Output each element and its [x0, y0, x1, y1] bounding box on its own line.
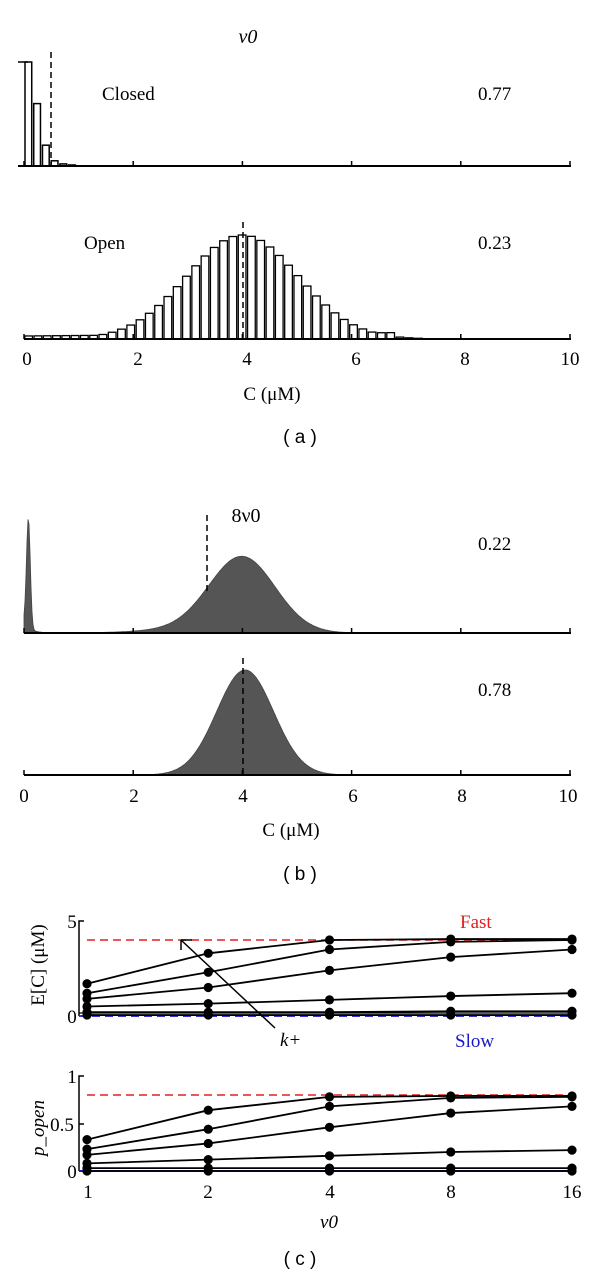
- x-tick-label: 0: [19, 786, 29, 807]
- x-tick-label: 2: [129, 786, 139, 807]
- panel-b: 8ν0 0.22 0.78 0 2 4 6 8 10 C (μM) ( b ): [19, 505, 577, 885]
- panel-a-top-histogram: [18, 61, 77, 167]
- x-tick-label: 0: [22, 349, 32, 370]
- x-tick-label: 8: [446, 1182, 456, 1203]
- panel-a-top-ticks: [23, 161, 571, 166]
- slow-label: Slow: [455, 1031, 494, 1052]
- panel-b-xlabel: C (μM): [262, 820, 319, 841]
- panel-a-closed-fraction: 0.77: [478, 84, 511, 105]
- panel-c-x-tick-labels: 1 2 4 8 16: [83, 1182, 581, 1203]
- panel-c: E[C] (μM) 5 0 k+ Fast Slow p_open 1 0.5 …: [28, 912, 582, 1270]
- x-tick-label: 1: [83, 1182, 93, 1203]
- y-tick-label: 5: [67, 912, 77, 933]
- x-tick-label: 4: [238, 786, 248, 807]
- panel-b-x-tick-labels: 0 2 4 6 8 10: [19, 786, 577, 807]
- panel-b-top-ticks: [23, 628, 571, 633]
- panel-c-bottom-ylabel: p_open: [28, 1100, 49, 1158]
- x-tick-label: 10: [561, 349, 580, 370]
- panel-a-title: ν0: [239, 26, 258, 48]
- x-tick-label: 4: [325, 1182, 335, 1203]
- x-tick-label: 10: [559, 786, 578, 807]
- y-tick-label: 0.5: [50, 1115, 74, 1136]
- panel-b-closed-fraction: 0.22: [478, 534, 511, 555]
- panel-c-bottom-series: [82, 1091, 577, 1176]
- panel-a-bottom-histogram: [24, 234, 423, 340]
- panel-b-open-fraction: 0.78: [478, 680, 511, 701]
- x-tick-label: 2: [203, 1182, 213, 1203]
- panel-a-open-fraction: 0.23: [478, 233, 511, 254]
- panel-c-caption: ( c ): [284, 1249, 317, 1270]
- y-tick-label: 0: [67, 1007, 77, 1028]
- panel-b-bottom-ticks: [23, 770, 571, 775]
- y-tick-label: 1: [67, 1067, 77, 1088]
- panel-a-xlabel: C (μM): [243, 384, 300, 405]
- panel-b-title: 8ν0: [231, 505, 260, 527]
- y-tick-label: 0: [67, 1162, 77, 1183]
- x-tick-label: 2: [133, 349, 143, 370]
- open-label: Open: [84, 233, 126, 254]
- panel-c-top-series: [82, 934, 577, 1020]
- x-tick-label: 6: [348, 786, 358, 807]
- x-tick-label: 16: [563, 1182, 582, 1203]
- panel-c-xlabel: ν0: [320, 1212, 338, 1233]
- closed-label: Closed: [102, 84, 155, 105]
- panel-a-caption: ( a ): [283, 427, 317, 448]
- x-tick-label: 8: [457, 786, 467, 807]
- panel-a-x-tick-labels: 0 2 4 6 8 10: [22, 349, 579, 370]
- panel-c-top-y-axis: [78, 920, 84, 1016]
- k-plus-arrow: [180, 939, 276, 1029]
- x-tick-label: 8: [460, 349, 470, 370]
- panel-c-bottom-y-axis: [78, 1075, 84, 1171]
- x-tick-label: 4: [242, 349, 252, 370]
- panel-a: ν0 Closed 0.77 Open 0.23 0 2 4 6 8 10 C …: [18, 26, 580, 448]
- panel-c-top-ylabel: E[C] (μM): [28, 924, 49, 1005]
- k-plus-label: k+: [280, 1030, 301, 1051]
- fast-label: Fast: [460, 912, 492, 933]
- panel-b-caption: ( b ): [283, 864, 317, 885]
- x-tick-label: 6: [351, 349, 361, 370]
